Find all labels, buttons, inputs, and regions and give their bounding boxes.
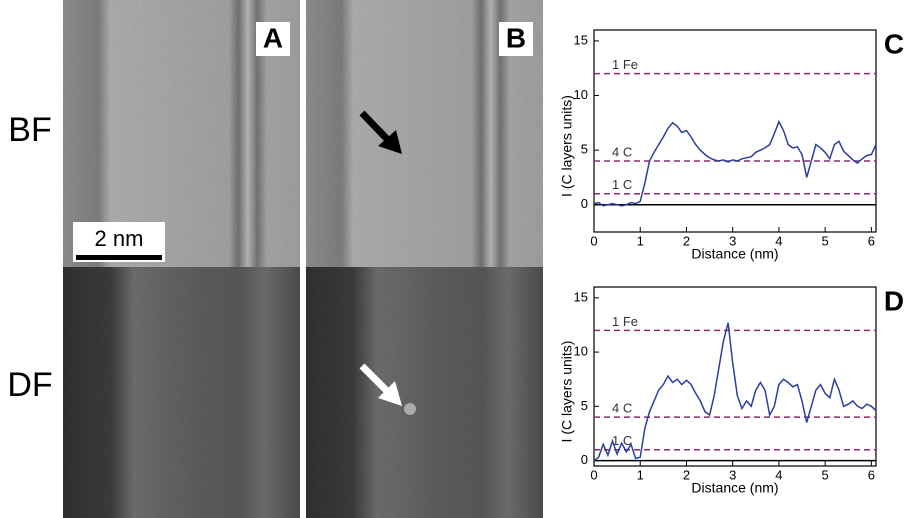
panel-label: B xyxy=(506,22,526,53)
panel-label: D xyxy=(884,285,904,316)
x-tick-label: 0 xyxy=(590,233,597,248)
df-image-b xyxy=(306,267,543,518)
y-axis-label: I (C layers units) xyxy=(559,95,575,197)
y-axis-label: I (C layers units) xyxy=(559,341,575,443)
df-image-a xyxy=(63,267,300,518)
reference-label: 1 Fe xyxy=(612,314,638,329)
x-tick-label: 3 xyxy=(729,233,736,248)
y-tick-label: 0 xyxy=(581,196,588,211)
y-tick-label: 5 xyxy=(581,142,588,157)
y-tick-label: 15 xyxy=(574,32,588,47)
y-tick-label: 0 xyxy=(581,452,588,467)
y-tick-label: 10 xyxy=(574,344,588,359)
white-arrow xyxy=(359,363,402,406)
x-tick-label: 1 xyxy=(637,467,644,482)
x-tick-label: 5 xyxy=(822,233,829,248)
label-box xyxy=(499,22,533,56)
panel-label: C xyxy=(884,28,904,59)
panel-label: A xyxy=(263,22,283,53)
y-tick-label: 15 xyxy=(574,289,588,304)
x-tick-label: 6 xyxy=(868,467,875,482)
x-tick-label: 0 xyxy=(590,467,597,482)
y-tick-label: 5 xyxy=(581,398,588,413)
x-tick-label: 4 xyxy=(775,233,782,248)
x-axis-label: Distance (nm) xyxy=(691,480,778,496)
x-tick-label: 4 xyxy=(775,467,782,482)
reference-label: 1 C xyxy=(612,433,632,448)
fe-atom-spot xyxy=(404,403,416,415)
black-arrow xyxy=(359,110,402,154)
reference-label: 1 Fe xyxy=(612,57,638,72)
row-label: DF xyxy=(7,366,52,404)
x-tick-label: 2 xyxy=(683,467,690,482)
plot-frame xyxy=(593,29,877,233)
reference-label: 4 C xyxy=(612,401,632,416)
x-axis-label: Distance (nm) xyxy=(691,246,778,262)
y-tick-label: 10 xyxy=(574,87,588,102)
profile-line xyxy=(593,119,877,207)
x-tick-label: 5 xyxy=(822,467,829,482)
x-tick-label: 2 xyxy=(683,233,690,248)
profile-line xyxy=(593,322,877,462)
scale-bar-label: 2 nm xyxy=(95,226,144,251)
reference-label: 4 C xyxy=(612,144,632,159)
plot-frame xyxy=(593,286,877,467)
label-box xyxy=(256,22,290,56)
x-tick-label: 1 xyxy=(637,233,644,248)
x-tick-label: 6 xyxy=(868,233,875,248)
row-label: BF xyxy=(8,111,51,149)
scale-bar xyxy=(76,255,162,260)
reference-label: 1 C xyxy=(612,177,632,192)
x-tick-label: 3 xyxy=(729,467,736,482)
